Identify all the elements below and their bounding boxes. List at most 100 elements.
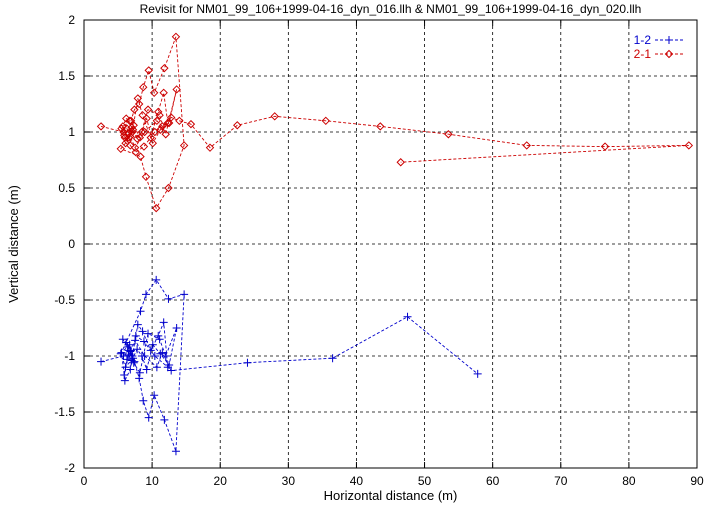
data-point [117,124,126,133]
data-point [124,128,133,138]
chart-title: Revisit for NM01_99_106+1999-04-16_dyn_0… [140,2,642,16]
x-tick-label: 50 [418,474,432,488]
data-point [172,324,181,332]
series-2-1 [96,32,694,213]
data-point [156,125,165,134]
data-point [116,144,125,154]
x-tick-label: 20 [214,474,228,488]
data-point [142,365,151,374]
data-point [118,335,127,344]
data-point [120,371,129,380]
data-point [143,105,153,114]
data-point [131,331,140,340]
data-point [160,63,169,73]
series-line [100,36,689,210]
data-point [122,124,132,133]
data-point [135,368,144,377]
data-point [684,141,694,150]
legend-marker [664,49,674,59]
data-point [121,138,130,148]
data-point [126,132,135,141]
data-point [403,312,412,321]
data-point [119,131,129,140]
data-point [117,348,126,357]
data-point [118,122,128,131]
series-1-2 [97,275,482,456]
data-point [321,116,331,126]
data-point [120,376,129,385]
data-point [127,123,136,132]
y-tick-label: -1.5 [54,405,75,419]
data-point [186,119,196,129]
data-point [126,365,135,374]
y-tick-label: 2 [68,13,75,27]
data-point [151,203,161,213]
data-point [131,336,140,345]
data-point [163,118,172,128]
data-point [139,142,149,151]
axis-ticks: 0 10 20 30 40 50 60 70 80 90 -2 -1.5 -1 -0.5 0 0.5 1 1.5 2 [54,13,704,488]
data-point [376,122,385,131]
data-point [166,113,176,122]
grid-lines [84,20,697,468]
data-point [148,340,157,349]
data-point [122,114,131,123]
data-point [96,122,106,131]
data-point [116,349,125,358]
data-point [164,118,174,128]
data-point [135,374,144,383]
data-point [137,127,147,137]
y-tick-label: 0 [68,237,75,251]
data-point [132,134,142,143]
data-point [154,107,163,117]
data-point [127,356,136,365]
x-tick-label: 60 [486,474,500,488]
data-point [140,352,149,360]
data-point [150,352,159,360]
data-point [141,290,150,299]
data-point [155,335,164,344]
data-point [130,105,139,114]
data-point [136,307,145,316]
data-point [444,130,453,139]
data-point [473,369,482,378]
data-point [148,138,157,148]
data-point [126,346,135,355]
data-point [125,116,134,126]
x-axis-title: Horizontal distance (m) [324,488,458,503]
x-tick-label: 80 [622,474,636,488]
y-tick-label: -0.5 [54,293,75,307]
data-point [133,345,142,354]
data-point [205,143,215,152]
data-point [138,327,147,336]
data-point [128,352,137,360]
data-point [139,337,148,346]
y-axis-title: Vertical distance (m) [6,185,21,303]
legend-label: 1-2 [634,33,652,47]
data-point [158,122,167,131]
data-point [158,348,167,357]
data-point [152,363,161,372]
data-point [126,347,135,356]
data-point [159,88,168,98]
x-tick-label: 70 [554,474,568,488]
data-point [600,142,610,151]
data-point [154,331,163,340]
data-point [140,127,149,137]
data-point [171,447,180,456]
data-point [160,415,169,424]
data-point [136,152,145,161]
data-point [124,350,133,359]
data-point [131,147,140,157]
data-point [125,340,134,349]
data-series [96,32,694,456]
x-tick-label: 30 [282,474,296,488]
data-point [141,172,151,182]
data-point [134,99,144,109]
data-point [396,158,405,167]
data-point [149,88,159,98]
data-point [171,32,181,42]
data-point [164,294,173,303]
